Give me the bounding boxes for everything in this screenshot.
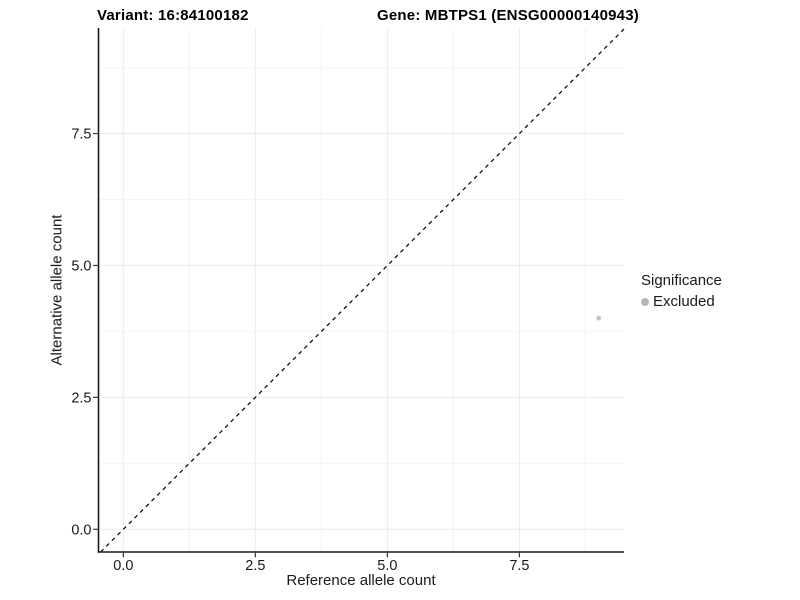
x-tick-label: 7.5 <box>509 558 529 574</box>
x-tick-label: 0.0 <box>113 558 133 574</box>
legend: Significance Excluded <box>641 272 722 310</box>
y-tick-label: 5.0 <box>71 258 91 274</box>
y-tick-label: 2.5 <box>71 390 91 406</box>
legend-title: Significance <box>641 272 722 289</box>
legend-item-label: Excluded <box>653 293 715 310</box>
legend-point-icon <box>641 297 649 306</box>
y-axis-title: Alternative allele count <box>48 214 66 366</box>
gene-title: Gene: MBTPS1 (ENSG00000140943) <box>377 7 639 24</box>
y-tick-label: 0.0 <box>71 522 91 538</box>
identity-line <box>100 28 625 553</box>
variant-title: Variant: 16:84100182 <box>97 7 249 24</box>
y-tick-label: 7.5 <box>71 127 91 143</box>
x-tick-label: 5.0 <box>377 558 397 574</box>
data-point <box>596 315 602 321</box>
legend-item: Excluded <box>641 293 722 310</box>
x-tick-label: 2.5 <box>245 558 265 574</box>
x-axis-title: Reference allele count <box>286 572 436 589</box>
